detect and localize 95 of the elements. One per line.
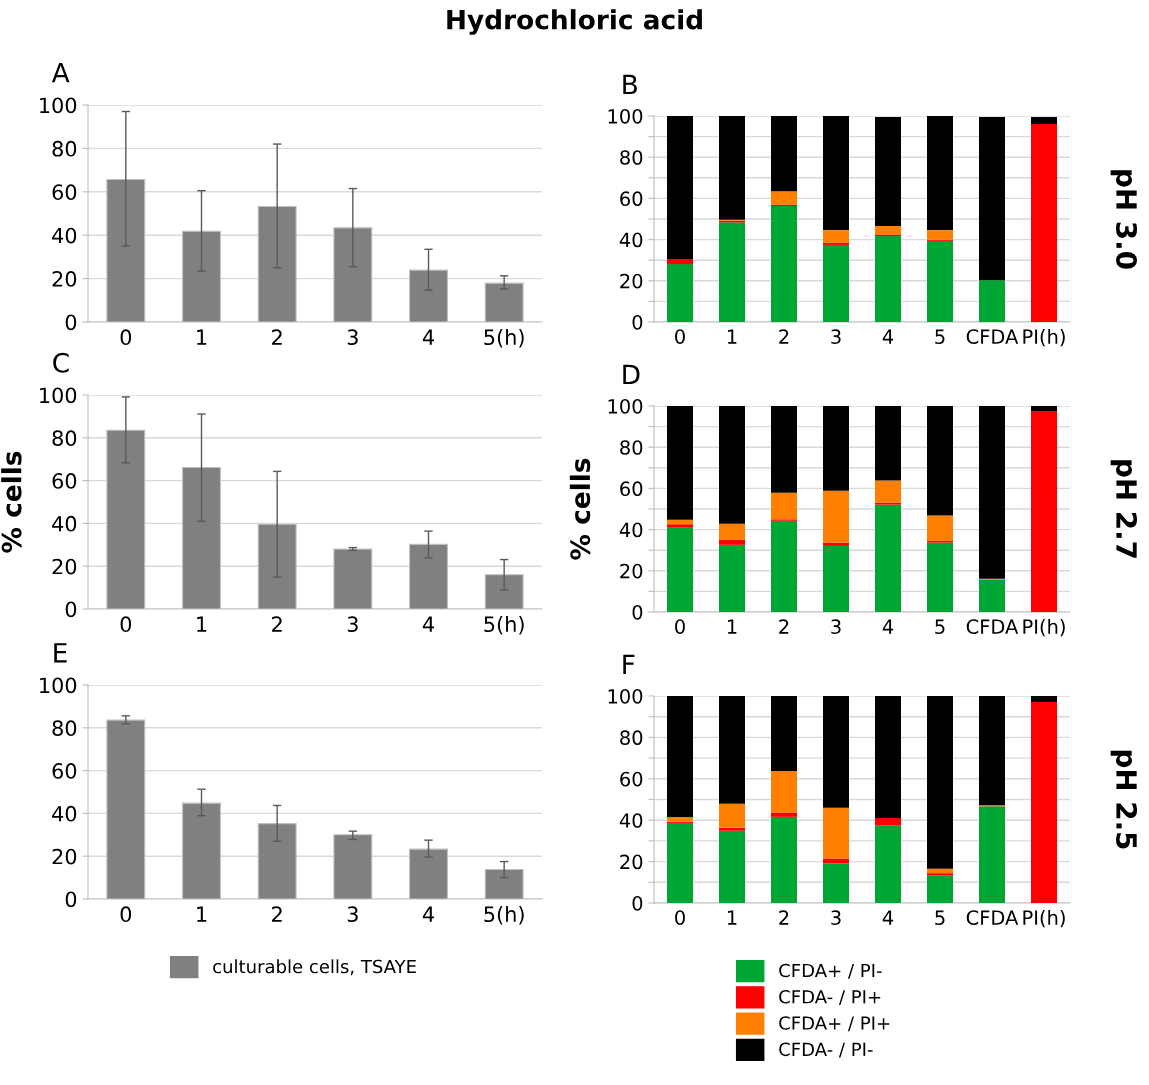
x-tick-label: 5(h) — [484, 905, 524, 925]
x-tick-label: 4 — [882, 329, 894, 344]
x-tick-label: 5(h) — [484, 615, 524, 635]
y-tick-label: 80 — [620, 730, 643, 746]
y-tick-label: 60 — [52, 473, 77, 489]
x-tick-label: 5 — [935, 329, 945, 344]
x-tick-label: 2 — [272, 329, 282, 345]
x-tick-label: 4 — [422, 906, 434, 922]
x-tick-label: 3 — [831, 619, 841, 634]
x-tick-label: PI(h) — [1023, 909, 1065, 928]
x-tick-label: 1 — [197, 616, 207, 632]
legend-label: CFDA+ / PI- — [779, 963, 882, 979]
y-tick-label: 100 — [608, 108, 643, 124]
x-tick-label: 0 — [120, 906, 132, 923]
x-tick-label: 3 — [347, 906, 358, 923]
y-tick-label: 40 — [52, 227, 77, 244]
y-tick-label: 20 — [52, 271, 77, 287]
y-tick-label: 80 — [52, 720, 77, 737]
y-tick-label: 60 — [620, 771, 643, 787]
x-tick-label: 3 — [831, 910, 841, 925]
legend-label: CFDA- / PI+ — [779, 989, 881, 1006]
x-tick-label: CFDA — [966, 619, 1019, 634]
y-tick-label: 40 — [619, 813, 643, 828]
y-tick-label: 60 — [620, 191, 643, 207]
x-tick-label: 1 — [197, 906, 207, 922]
x-tick-label: 1 — [197, 329, 207, 345]
y-tick-label: 20 — [52, 848, 77, 865]
y-tick-label: 80 — [620, 440, 643, 455]
y-axis-title: % cells — [1, 451, 22, 553]
y-tick-label: 60 — [620, 481, 643, 497]
x-tick-label: 1 — [727, 619, 737, 634]
y-tick-label: 60 — [52, 184, 77, 201]
x-tick-label: CFDA — [966, 329, 1019, 344]
x-tick-label: 0 — [675, 619, 685, 634]
y-tick-label: 40 — [619, 522, 643, 538]
y-tick-label: 20 — [620, 563, 643, 579]
x-tick-label: 2 — [779, 329, 789, 344]
chart-title: D — [623, 364, 640, 385]
legend-label: CFDA- / PI- — [779, 1042, 873, 1058]
x-tick-label: PI(h) — [1023, 328, 1065, 347]
y-tick-label: 0 — [632, 895, 643, 911]
chart-title: C — [53, 352, 69, 373]
y-axis-title: % cells — [569, 458, 591, 560]
x-tick-label: 2 — [779, 619, 789, 634]
y-tick-label: 40 — [52, 515, 77, 532]
y-tick-label: 0 — [65, 601, 77, 618]
y-tick-label: 0 — [632, 604, 643, 620]
x-tick-label: PI(h) — [1023, 618, 1065, 637]
y-tick-label: 100 — [40, 677, 77, 694]
y-tick-label: 100 — [40, 387, 77, 404]
x-tick-label: 2 — [272, 616, 282, 632]
y-tick-label: 40 — [52, 805, 77, 822]
y2-axis-title: pH 2.5 — [1110, 750, 1138, 849]
y2-axis-title: pH 3.0 — [1110, 170, 1138, 269]
chart-title: F — [623, 654, 635, 674]
chart-title: E — [54, 643, 67, 663]
chart-title: A — [51, 62, 70, 83]
x-tick-label: 4 — [422, 616, 434, 632]
legend-label: CFDA+ / PI+ — [779, 1016, 890, 1032]
y-tick-label: 80 — [52, 140, 77, 157]
x-tick-label: 4 — [882, 910, 894, 925]
x-tick-label: 5 — [935, 910, 945, 925]
y-tick-label: 100 — [40, 97, 77, 114]
y-tick-label: 80 — [52, 430, 77, 447]
y-tick-label: 20 — [52, 558, 77, 575]
chart-title: B — [623, 74, 637, 95]
x-tick-label: 5(h) — [484, 328, 524, 348]
x-tick-label: 1 — [727, 910, 737, 925]
y-tick-label: 100 — [608, 688, 643, 704]
x-tick-label: 3 — [347, 329, 358, 346]
y-tick-label: 20 — [620, 854, 643, 870]
x-tick-label: 0 — [120, 616, 132, 633]
text: Hydrochloric acid — [447, 9, 702, 35]
x-tick-label: 3 — [347, 616, 358, 633]
x-tick-label: 0 — [675, 910, 685, 925]
x-tick-label: 4 — [882, 619, 894, 634]
x-tick-label: 3 — [831, 329, 841, 344]
x-tick-label: 1 — [727, 329, 737, 344]
x-tick-label: 4 — [422, 329, 434, 345]
y-tick-label: 0 — [65, 891, 77, 908]
y2-axis-title: pH 2.7 — [1110, 460, 1138, 558]
y-tick-label: 40 — [619, 232, 643, 248]
y-tick-label: 100 — [608, 398, 643, 414]
x-tick-label: CFDA — [966, 910, 1019, 925]
y-tick-label: 0 — [632, 314, 643, 330]
y-tick-label: 20 — [620, 273, 643, 289]
x-tick-label: 5 — [935, 619, 945, 634]
y-tick-label: 80 — [620, 150, 643, 165]
legend-label: culturable cells, TSAYE — [213, 959, 416, 976]
x-tick-label: 0 — [120, 329, 132, 346]
x-tick-label: 0 — [675, 329, 685, 344]
x-tick-label: 2 — [272, 906, 282, 922]
y-tick-label: 0 — [65, 314, 77, 331]
x-tick-label: 2 — [779, 910, 789, 925]
y-tick-label: 60 — [52, 763, 77, 779]
